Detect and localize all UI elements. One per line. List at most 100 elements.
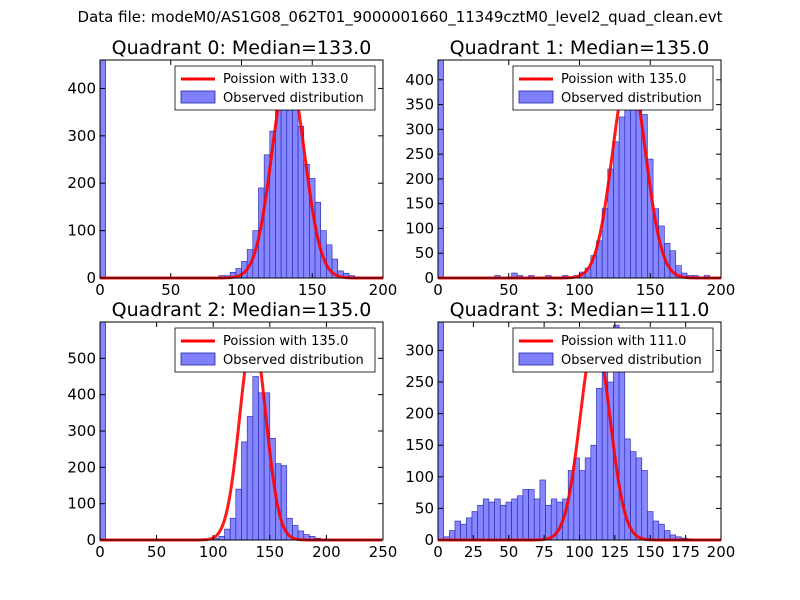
histogram-bar: [229, 517, 237, 541]
y-tick-label: 250: [405, 373, 434, 391]
legend-bar-swatch: [180, 90, 216, 104]
x-tick-label: 150: [636, 281, 665, 299]
histogram-bar: [494, 498, 501, 541]
x-tick-label: 175: [671, 543, 700, 561]
x-tick-label: 100: [199, 543, 228, 561]
x-tick-label: 125: [601, 543, 630, 561]
histogram-bar: [505, 501, 512, 541]
histogram-bar: [252, 376, 259, 541]
y-tick-label: 100: [67, 495, 96, 513]
y-tick-label: 200: [67, 174, 96, 192]
histogram-bar: [522, 489, 529, 541]
histogram-bar: [618, 116, 626, 279]
legend-entry-model: Poission with 135.0: [561, 72, 686, 87]
x-tick-label: 150: [255, 543, 284, 561]
panel-title: Quadrant 2: Median=135.0: [112, 299, 372, 321]
histogram-bar: [437, 59, 444, 279]
histogram-bar: [652, 520, 660, 541]
histogram-bar: [246, 416, 254, 541]
legend-entry-observed: Observed distribution: [561, 91, 702, 106]
histogram-bar: [460, 523, 467, 541]
histogram-bar: [516, 495, 524, 541]
legend-entry-model: Poission with 111.0: [561, 334, 686, 349]
legend: Poission with 111.0 Observed distribution: [512, 327, 714, 373]
histogram-bar: [545, 504, 552, 541]
y-tick-label: 50: [415, 499, 434, 517]
panel-quadrant-3: 0 25 50 75 100 125 150 175 200 0 50 100 150 200 250 300…: [405, 299, 735, 561]
x-tick-label: 50: [499, 281, 518, 299]
y-tick-label: 0: [86, 269, 96, 287]
histogram-bar: [635, 457, 643, 541]
histogram-bar: [437, 321, 444, 541]
legend-bar-swatch: [518, 90, 554, 104]
legend-bar-swatch: [518, 352, 554, 366]
x-tick-label: 0: [433, 543, 443, 561]
x-tick-label: 0: [95, 543, 105, 561]
histogram-bar: [528, 489, 535, 541]
x-tick-label: 100: [565, 543, 594, 561]
histogram-bar: [280, 83, 288, 279]
histogram-bar: [533, 498, 541, 541]
legend-entry-model: Poission with 135.0: [223, 334, 348, 349]
x-tick-label: 200: [312, 543, 341, 561]
x-tick-label: 150: [636, 543, 665, 561]
panel-quadrant-0: 0 50 100 150 200 0 100 200 300 400 Quadrant 0: Med…: [67, 37, 397, 299]
x-tick-label: 150: [298, 281, 327, 299]
legend: Poission with 135.0 Observed distribution: [174, 327, 376, 373]
histogram-bar: [99, 59, 106, 279]
panel-title: Quadrant 1: Median=135.0: [450, 37, 710, 59]
panel-quadrant-2: 0 50 100 150 200 250 0 100 200 300 400 500 Quadrant …: [67, 299, 397, 561]
y-tick-label: 500: [67, 349, 96, 367]
histogram-bar: [471, 511, 478, 541]
histogram-bar: [241, 441, 248, 541]
y-tick-label: 150: [405, 195, 434, 213]
y-tick-label: 300: [67, 422, 96, 440]
y-tick-label: 0: [424, 269, 434, 287]
figure-suptitle: Data file: modeM0/AS1G08_062T01_90000016…: [77, 8, 723, 26]
y-tick-label: 300: [405, 341, 434, 359]
x-tick-label: 50: [147, 543, 166, 561]
y-tick-label: 100: [405, 219, 434, 237]
histogram-bar: [454, 520, 461, 541]
y-tick-label: 400: [67, 79, 96, 97]
histogram-bar: [641, 470, 648, 541]
x-tick-label: 100: [565, 281, 594, 299]
x-tick-label: 50: [161, 281, 180, 299]
y-tick-label: 250: [405, 145, 434, 163]
x-tick-label: 0: [433, 281, 443, 299]
legend: Poission with 135.0 Observed distribution: [512, 65, 714, 111]
y-tick-label: 100: [67, 222, 96, 240]
y-tick-label: 200: [405, 405, 434, 423]
x-tick-label: 50: [499, 543, 518, 561]
histogram-bar: [590, 444, 597, 541]
histogram-bar: [539, 479, 546, 541]
histogram-bar: [218, 536, 225, 541]
x-tick-label: 75: [535, 543, 554, 561]
y-tick-label: 350: [405, 96, 434, 114]
y-tick-label: 50: [415, 244, 434, 262]
y-tick-label: 0: [86, 531, 96, 549]
panel-title: Quadrant 0: Median=133.0: [112, 37, 372, 59]
y-tick-label: 200: [67, 458, 96, 476]
legend-entry-observed: Observed distribution: [223, 91, 364, 106]
histogram-bar: [258, 392, 265, 541]
histogram-bar: [482, 498, 490, 541]
x-tick-label: 200: [369, 281, 398, 299]
y-tick-label: 0: [424, 531, 434, 549]
x-tick-label: 25: [464, 543, 483, 561]
legend: Poission with 133.0 Observed distribution: [174, 65, 376, 111]
histogram-bar: [465, 517, 473, 541]
legend-entry-model: Poission with 133.0: [223, 72, 348, 87]
legend-entry-observed: Observed distribution: [561, 353, 702, 368]
x-tick-label: 250: [369, 543, 398, 561]
x-tick-label: 100: [227, 281, 256, 299]
panel-quadrant-1: 0 50 100 150 200 0 50 100 150 200 250 300 350 400 Quad…: [405, 37, 735, 299]
histogram-bar: [596, 388, 603, 541]
histogram-bar: [613, 141, 620, 279]
histogram-bar: [477, 504, 484, 541]
y-tick-label: 100: [405, 468, 434, 486]
x-tick-label: 200: [707, 281, 736, 299]
histogram-bar: [488, 501, 495, 541]
histogram-bar: [624, 99, 631, 279]
